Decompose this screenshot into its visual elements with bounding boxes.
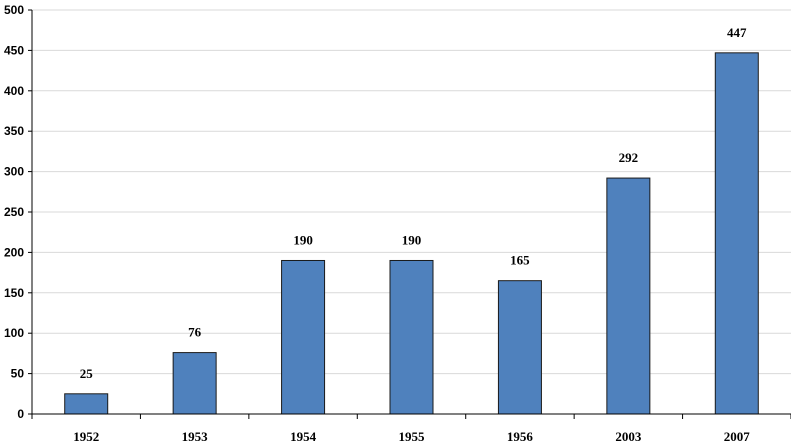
- y-tick-label: 350: [4, 124, 24, 138]
- data-label: 292: [619, 150, 639, 165]
- x-tick-label: 1952: [73, 429, 99, 444]
- x-tick-label: 1953: [182, 429, 209, 444]
- data-label: 447: [727, 25, 747, 40]
- y-tick-label: 50: [11, 367, 25, 381]
- y-axis-ticks: 0 50 100 150 200 250 300 350 400 450 500: [4, 3, 32, 421]
- data-label: 76: [188, 325, 202, 340]
- x-axis-ticks: 1952 1953 1954 1955 1956 2003 2007: [31, 414, 791, 444]
- bar: [64, 393, 109, 415]
- y-tick-label: 0: [17, 407, 24, 421]
- y-tick-label: 100: [4, 326, 24, 340]
- data-label: 190: [402, 232, 422, 247]
- bar: [281, 259, 326, 415]
- bars: 25 76 190 190 165 292 447: [64, 25, 759, 415]
- data-label: 165: [510, 253, 530, 268]
- gridlines: [32, 9, 791, 375]
- y-tick-label: 400: [4, 84, 24, 98]
- data-label: 190: [293, 232, 313, 247]
- bar: [172, 352, 217, 415]
- y-tick-label: 500: [4, 3, 24, 17]
- x-tick-label: 2003: [615, 429, 642, 444]
- y-tick-label: 250: [4, 205, 24, 219]
- bar: [714, 52, 759, 415]
- y-tick-label: 450: [4, 43, 24, 57]
- axes: [31, 10, 791, 415]
- x-tick-label: 1954: [290, 429, 317, 444]
- x-tick-label: 1955: [399, 429, 426, 444]
- y-tick-label: 300: [4, 165, 24, 179]
- data-label: 25: [80, 366, 94, 381]
- y-tick-label: 150: [4, 286, 24, 300]
- x-tick-label: 2007: [724, 429, 751, 444]
- x-tick-label: 1956: [507, 429, 534, 444]
- bar: [497, 280, 542, 415]
- bar: [389, 259, 434, 415]
- bar: [606, 177, 651, 415]
- y-tick-label: 200: [4, 245, 24, 259]
